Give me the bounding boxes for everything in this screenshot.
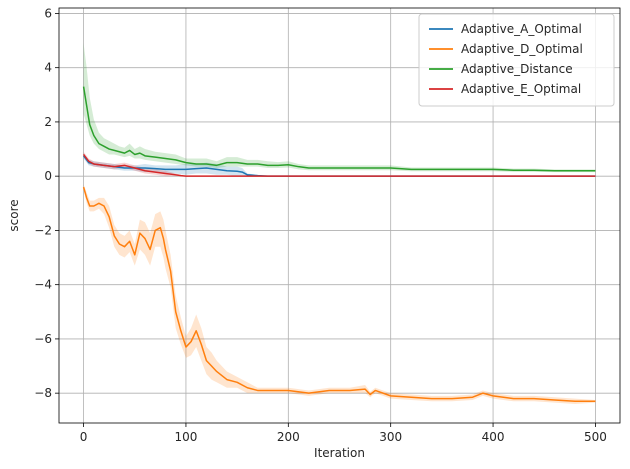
y-axis-label: score <box>7 199 21 231</box>
x-tick-label: 400 <box>482 430 505 444</box>
x-axis-label: Iteration <box>314 446 365 460</box>
x-tick-label: 300 <box>379 430 402 444</box>
y-tick-label: −6 <box>34 332 52 346</box>
y-tick-label: 4 <box>44 61 52 75</box>
series-line-4 <box>82 154 596 177</box>
legend-box <box>418 13 615 107</box>
x-axis-ticks: 0 100 200 300 400 500 <box>80 423 607 444</box>
legend-entry: Adaptive_A_Optimal <box>461 22 582 36</box>
legend-entry: Adaptive_E_Optimal <box>461 82 581 96</box>
x-tick-label: 500 <box>584 430 607 444</box>
y-tick-label: 2 <box>44 115 52 129</box>
series-line-2 <box>82 186 596 403</box>
y-axis-ticks: −8 −6 −4 −2 0 2 4 6 <box>34 6 59 400</box>
x-tick-label: 0 <box>80 430 88 444</box>
legend-entry: Adaptive_D_Optimal <box>461 42 583 56</box>
legend: Adaptive_A_Optimal Adaptive_D_Optimal Adap… <box>418 13 615 107</box>
y-tick-label: −4 <box>34 278 52 292</box>
x-tick-label: 100 <box>174 430 197 444</box>
plot-frame <box>58 7 621 424</box>
y-tick-label: 0 <box>44 169 52 183</box>
legend-entry: Adaptive_Distance <box>461 62 573 76</box>
series-line-3 <box>82 86 596 172</box>
y-tick-label: −2 <box>34 223 52 237</box>
confidence-bands <box>83 43 596 405</box>
y-tick-label: −8 <box>34 386 52 400</box>
series-lines <box>82 86 596 403</box>
y-tick-label: 6 <box>44 6 52 20</box>
confidence-band-1 <box>83 153 596 177</box>
x-tick-label: 200 <box>277 430 300 444</box>
